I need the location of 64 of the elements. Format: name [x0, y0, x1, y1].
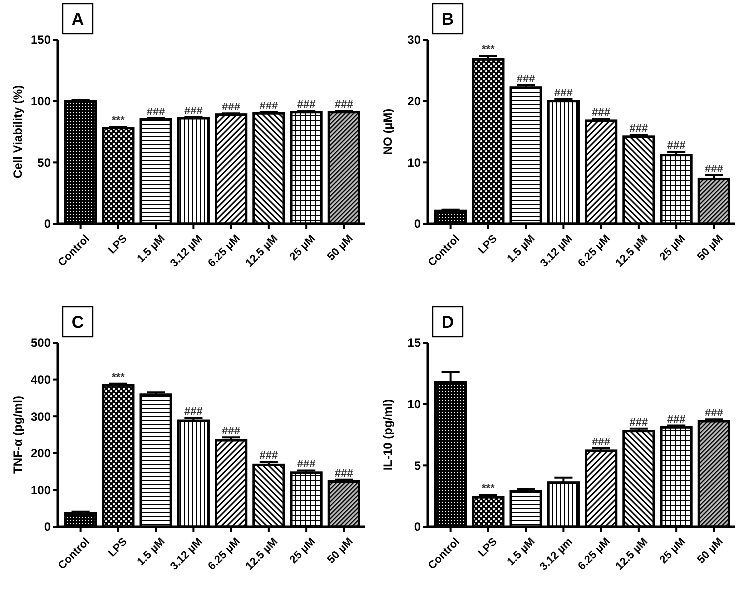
annotation: ###	[184, 105, 203, 118]
x-tick-label: 3.12 µm	[538, 536, 576, 574]
y-tick-label: 0	[44, 520, 52, 534]
annotation: ###	[146, 106, 166, 119]
y-tick-label: 400	[30, 373, 52, 387]
chart-title: C	[72, 312, 84, 332]
annotation: ###	[630, 123, 648, 136]
y-tick-label: 10	[408, 156, 422, 170]
annotation: ###	[667, 414, 686, 426]
x-tick-label: 1.5 µM	[135, 536, 168, 569]
x-tick-label: 50 µM	[695, 536, 726, 566]
y-tick-label: 0	[44, 217, 52, 232]
x-tick-label: 50 µM	[325, 536, 356, 566]
x-tick-label: 50 µM	[325, 233, 356, 264]
y-axis-title: IL-10 (pg/ml)	[381, 399, 395, 471]
annotation: ###	[592, 107, 610, 120]
annotation: ###	[335, 468, 354, 480]
annotation: ###	[222, 102, 240, 114]
y-tick-label: 100	[30, 94, 52, 109]
x-tick-label: 25 µM	[288, 536, 318, 566]
y-tick-label: 200	[30, 446, 52, 461]
annotation: ***	[112, 372, 126, 384]
x-tick-label: 1.5 µM	[135, 233, 168, 266]
x-tick-label: 25 µM	[288, 233, 318, 264]
annotation: ###	[630, 416, 648, 429]
x-tick-label: 50 µM	[695, 233, 726, 264]
y-axis-title: TNF-α (pg/ml)	[11, 396, 25, 474]
y-tick-label: 500	[30, 336, 52, 350]
annotation: ###	[667, 140, 686, 152]
annotation: ###	[184, 406, 203, 418]
annotation: ###	[592, 436, 610, 448]
annotation: ###	[335, 99, 354, 112]
y-tick-label: 20	[408, 94, 422, 109]
x-tick-label: 1.5 µM	[505, 536, 538, 569]
y-tick-label: 5	[414, 458, 422, 473]
y-tick-label: 0	[414, 217, 422, 232]
annotation: ###	[222, 426, 240, 438]
x-tick-label: 1.5 µM	[505, 233, 538, 266]
annotation: ###	[297, 458, 316, 471]
y-tick-label: 150	[30, 33, 52, 48]
y-tick-label: 300	[30, 410, 52, 424]
annotation: ###	[705, 164, 724, 176]
y-tick-label: 30	[408, 33, 422, 48]
y-tick-label: 50	[38, 156, 52, 170]
chart-title: B	[442, 10, 454, 29]
chart-title: A	[72, 10, 84, 29]
y-tick-label: 10	[408, 398, 422, 412]
x-tick-label: 25 µM	[658, 233, 688, 264]
annotation: ###	[260, 450, 278, 462]
chart-title: D	[442, 312, 454, 332]
annotation: ###	[705, 408, 724, 420]
annotation: ***	[112, 115, 126, 128]
annotation: ***	[482, 483, 496, 496]
annotation: ***	[482, 44, 496, 56]
annotation: ###	[260, 100, 278, 112]
y-tick-label: 100	[30, 483, 52, 498]
y-tick-label: 0	[414, 520, 422, 534]
y-axis-title: NO (µM)	[381, 108, 395, 156]
annotation: ###	[554, 87, 573, 100]
annotation: ###	[297, 99, 316, 112]
y-tick-label: 15	[408, 336, 422, 350]
y-axis-title: Cell Viability (%)	[11, 85, 25, 179]
annotation: ###	[516, 73, 536, 86]
x-tick-label: 25 µM	[658, 536, 688, 566]
